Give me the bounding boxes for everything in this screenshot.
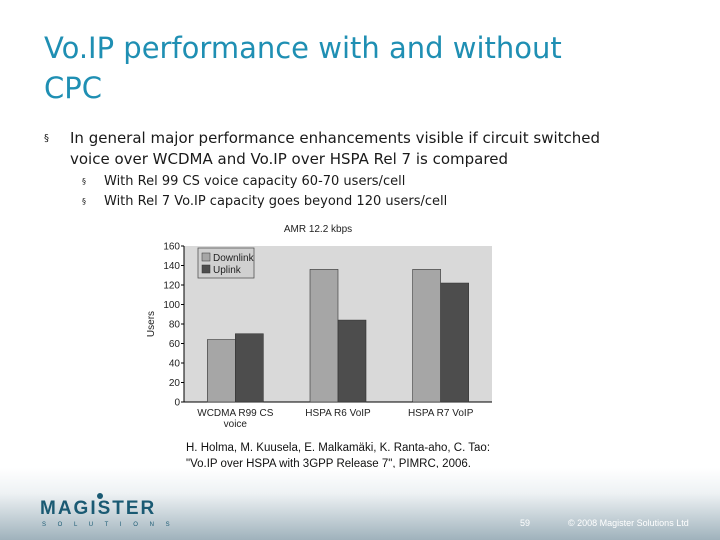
x-category-label: WCDMA R99 CS xyxy=(197,408,273,419)
slide-title: Vo.IP performance with and without CPC xyxy=(44,28,684,108)
sub-bullet-2: § With Rel 7 Vo.IP capacity goes beyond … xyxy=(44,192,684,212)
logo-subtitle: S O L U T I O N S xyxy=(42,522,175,528)
legend-swatch-downlink xyxy=(201,252,211,262)
y-tick-label: 100 xyxy=(163,300,180,311)
source-caption: H. Holma, M. Kuusela, E. Malkamäki, K. R… xyxy=(186,440,490,472)
y-tick-label: 140 xyxy=(163,261,180,272)
logo-dot-icon xyxy=(97,493,103,499)
x-category-label: HSPA R7 VoIP xyxy=(408,408,474,419)
x-category-label: HSPA R6 VoIP xyxy=(305,408,371,419)
copyright-notice: © 2008 Magister Solutions Ltd xyxy=(568,518,689,528)
sub-bullet-marker: § xyxy=(82,177,86,186)
caption-line-1: H. Holma, M. Kuusela, E. Malkamäki, K. R… xyxy=(186,442,491,454)
slide-title-line-2: CPC xyxy=(44,71,102,105)
bar-downlink xyxy=(207,339,236,403)
bar-downlink xyxy=(412,269,441,403)
sub-bullet-text-2: With Rel 7 Vo.IP capacity goes beyond 12… xyxy=(104,194,448,209)
legend-swatch-uplink xyxy=(201,264,211,274)
y-tick-label: 80 xyxy=(169,320,181,331)
caption-line-2: "Vo.IP over HSPA with 3GPP Release 7", P… xyxy=(186,458,471,470)
footer-band xyxy=(0,468,720,540)
bar-downlink xyxy=(309,269,339,403)
y-tick-label: 120 xyxy=(163,281,180,292)
x-category-label: voice xyxy=(224,419,248,430)
legend-label-downlink: Downlink xyxy=(213,253,255,264)
y-axis-label: Users xyxy=(146,311,157,337)
bullet-marker: § xyxy=(44,133,49,144)
bullet-main: § In general major performance enhanceme… xyxy=(44,128,684,170)
bar-uplink xyxy=(337,319,367,403)
y-tick-label: 20 xyxy=(169,378,181,389)
sub-bullet-marker: § xyxy=(82,197,86,206)
bullet-main-line-1: In general major performance enhancement… xyxy=(70,129,601,147)
chart-title: AMR 12.2 kbps xyxy=(284,224,352,235)
sub-bullet-text-1: With Rel 99 CS voice capacity 60-70 user… xyxy=(104,174,406,189)
page-number: 59 xyxy=(520,518,531,528)
bar-uplink xyxy=(440,282,469,403)
y-tick-label: 40 xyxy=(169,359,181,370)
logo-wordmark: MAGISTER xyxy=(40,498,156,519)
y-tick-label: 160 xyxy=(163,242,180,253)
bullet-list: § In general major performance enhanceme… xyxy=(44,128,684,212)
bar-uplink xyxy=(235,333,264,403)
users-bar-chart: 0 20 40 60 80 100 120 140 160 Users AMR 12.2 kbps W… xyxy=(146,224,492,430)
legend-label-uplink: Uplink xyxy=(213,265,242,276)
magister-logo: MAGISTER S O L U T I O N S xyxy=(40,493,175,528)
y-tick-label: 60 xyxy=(169,339,181,350)
bullet-main-line-2: voice over WCDMA and Vo.IP over HSPA Rel… xyxy=(70,150,508,168)
slide-title-line-1: Vo.IP performance with and without xyxy=(44,31,562,65)
y-tick-label: 0 xyxy=(174,398,180,409)
sub-bullet-1: § With Rel 99 CS voice capacity 60-70 us… xyxy=(44,172,684,192)
